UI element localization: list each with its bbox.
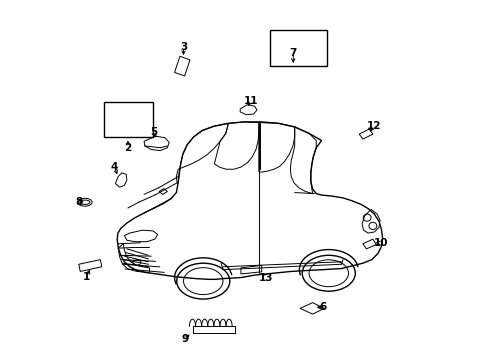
Text: 9: 9	[182, 333, 188, 343]
Text: 5: 5	[150, 127, 158, 136]
Bar	[270, 30, 326, 66]
Bar	[104, 102, 153, 137]
Text: 12: 12	[366, 121, 380, 131]
Text: 7: 7	[289, 48, 296, 58]
Text: 11: 11	[243, 96, 258, 106]
Text: 6: 6	[319, 302, 326, 312]
Text: 13: 13	[258, 273, 273, 283]
Text: 4: 4	[111, 162, 118, 172]
Text: 2: 2	[124, 143, 131, 153]
Text: 1: 1	[83, 272, 90, 282]
Text: 3: 3	[180, 42, 187, 52]
Text: 10: 10	[373, 238, 387, 248]
Text: 8: 8	[75, 197, 82, 207]
